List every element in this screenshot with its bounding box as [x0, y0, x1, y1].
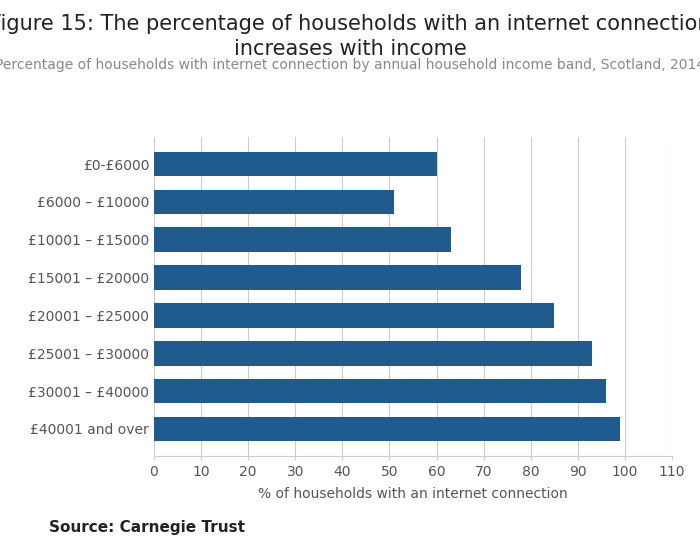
- Bar: [154, 417, 620, 441]
- Bar: [154, 379, 606, 404]
- Bar: [154, 265, 522, 290]
- Bar: [154, 227, 451, 252]
- Bar: [154, 189, 394, 214]
- Bar: [154, 152, 437, 176]
- Text: Source: Carnegie Trust: Source: Carnegie Trust: [49, 520, 245, 535]
- Bar: [154, 303, 554, 328]
- X-axis label: % of households with an internet connection: % of households with an internet connect…: [258, 487, 568, 501]
- Text: Figure 15: The percentage of households with an internet connection
increases wi: Figure 15: The percentage of households …: [0, 14, 700, 59]
- Bar: [154, 341, 592, 366]
- Text: Percentage of households with internet connection by annual household income ban: Percentage of households with internet c…: [0, 58, 700, 72]
